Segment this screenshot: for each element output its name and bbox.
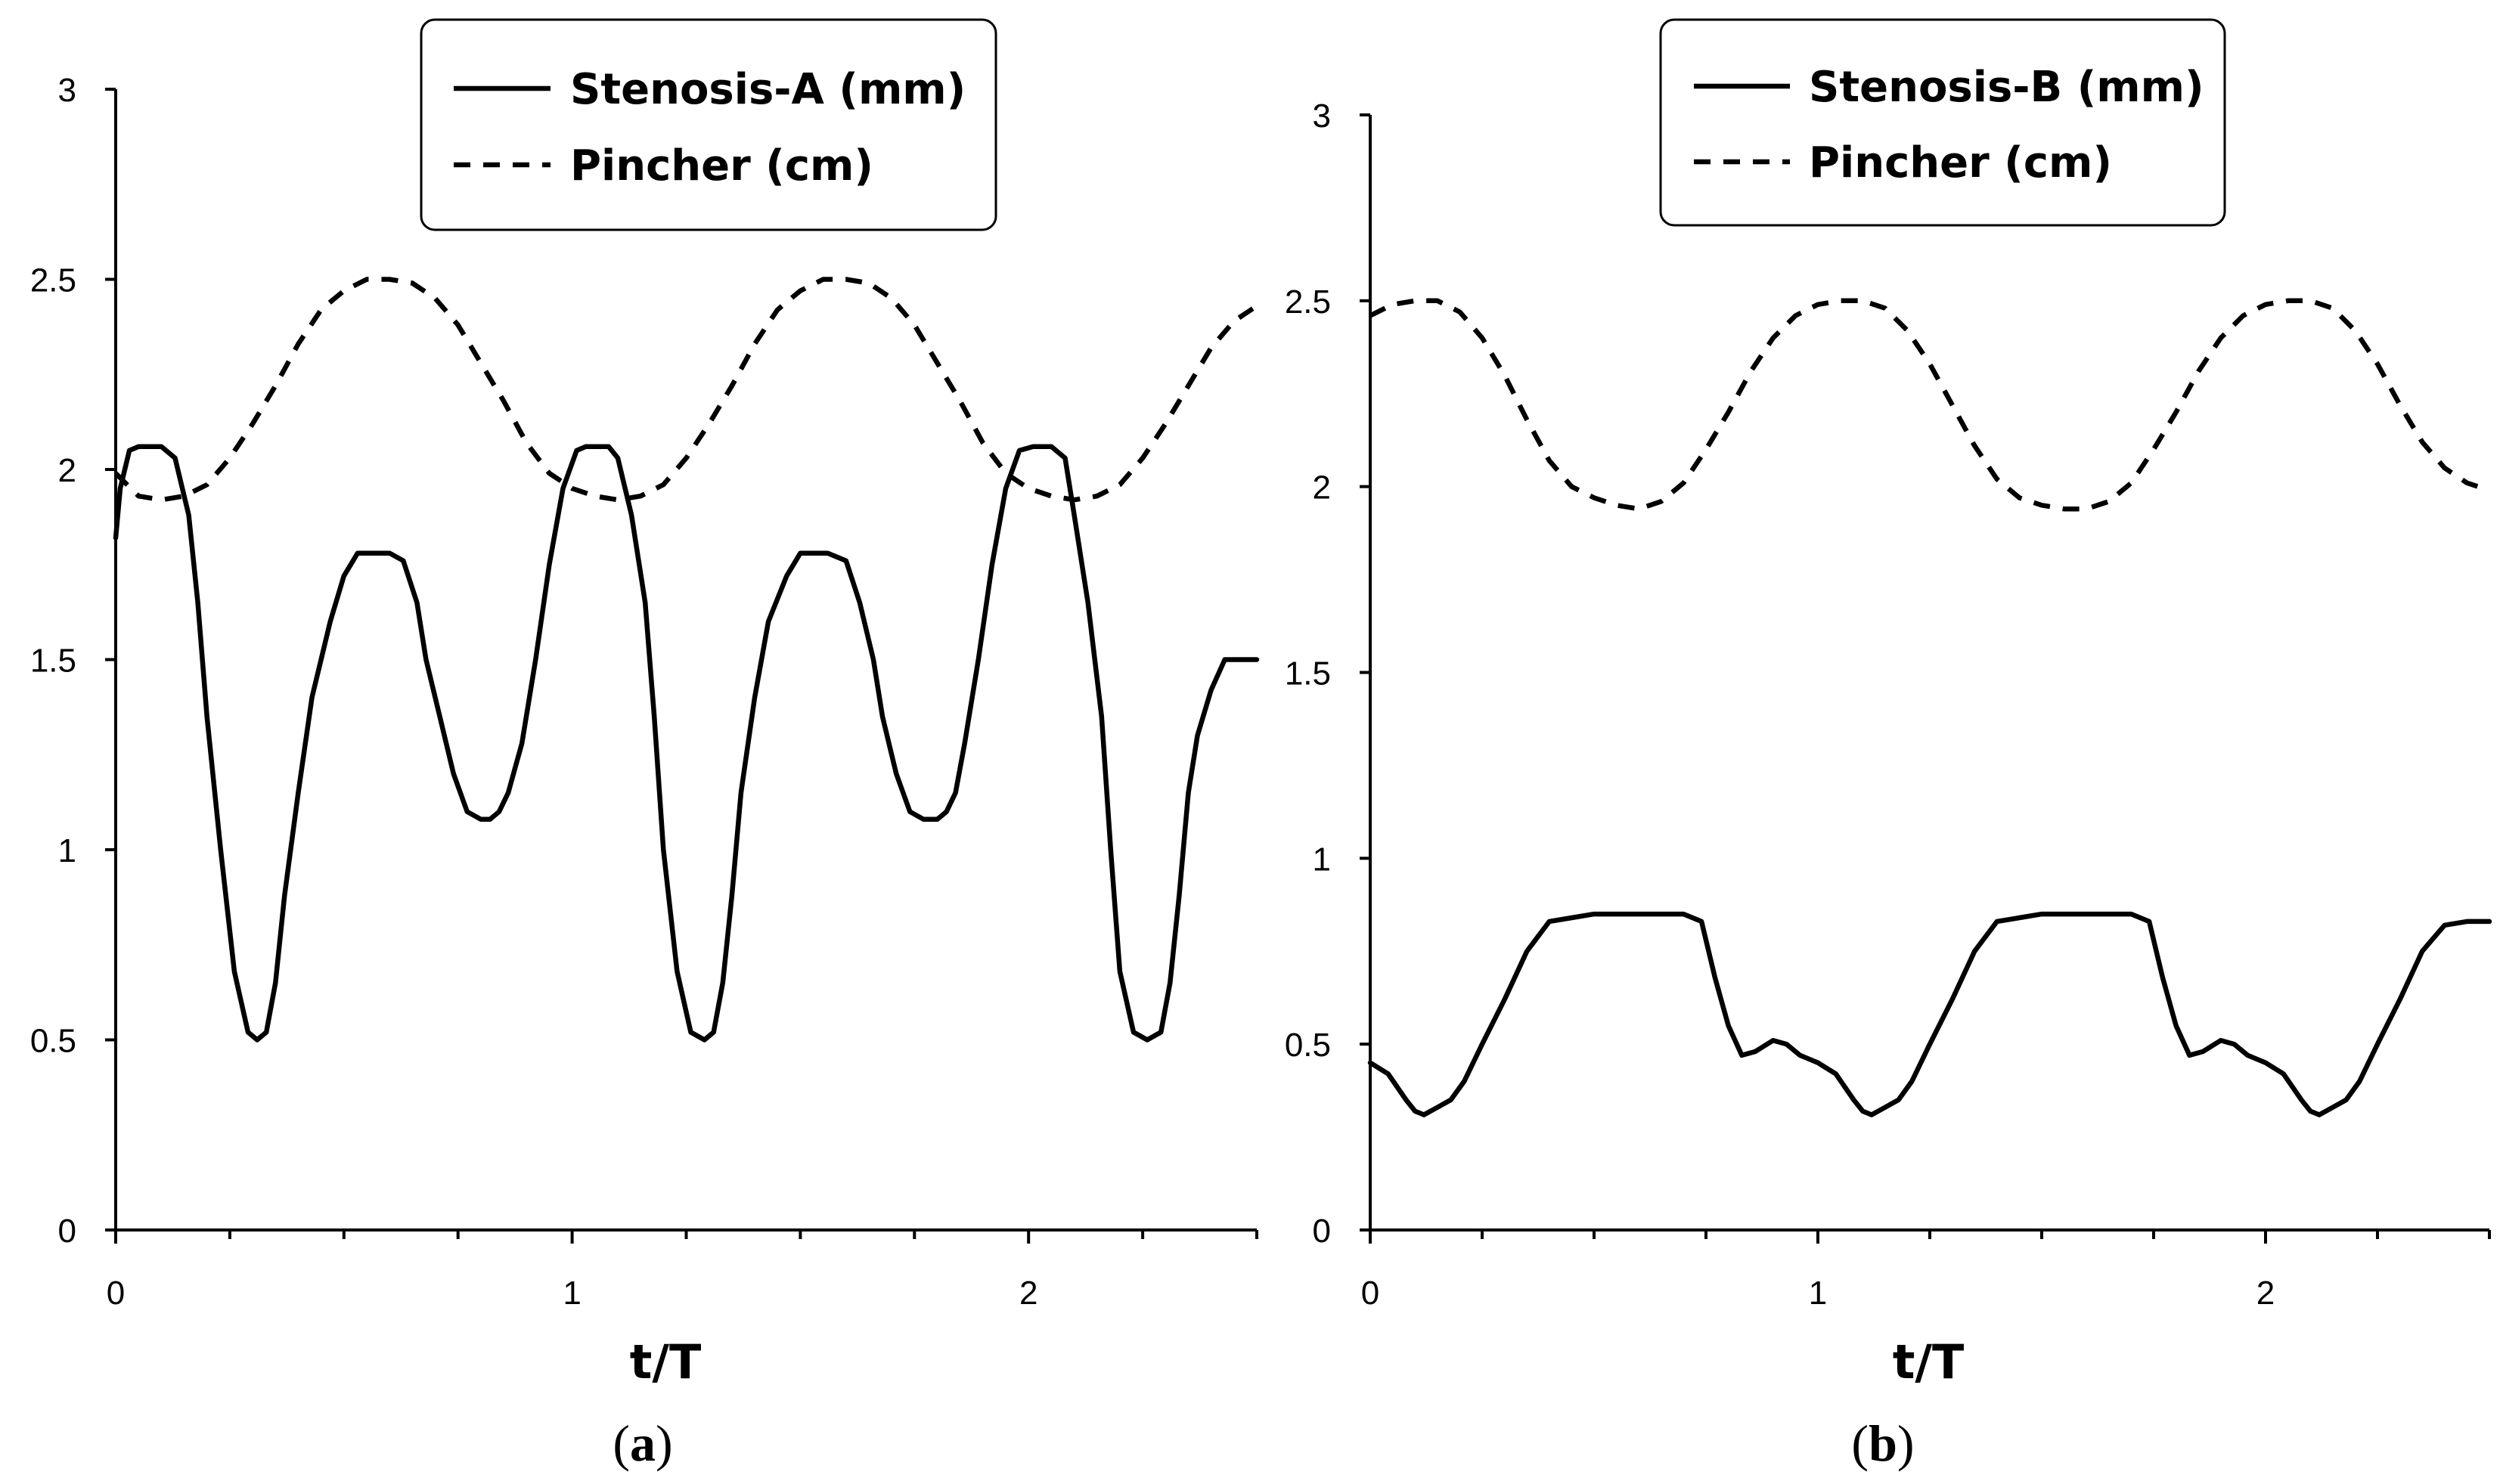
- panel-a-y-tick-label: 2: [58, 452, 76, 489]
- panel-a-legend-box: [420, 18, 997, 231]
- panel-a-y-tick-label: 1.5: [30, 643, 76, 680]
- panel-a-y-tick-label: 2.5: [30, 262, 76, 299]
- panel-a-x-tick-label: 2: [1019, 1275, 1037, 1312]
- panel-a-y-tick-label: 1: [58, 832, 76, 869]
- panel-b-caption-open: (: [1851, 1414, 1869, 1472]
- panel-b-caption: (b): [1851, 1414, 1914, 1472]
- panel-b: 0 0.5 1 1.5 2 2.5 3 0 1 2 Stenosis-B (mm) Pincher…: [1285, 18, 2492, 1472]
- panel-a-caption-letter: a: [630, 1414, 656, 1472]
- panel-a-caption-open: (: [613, 1414, 630, 1472]
- panel-b-series-stenosis-line: [1367, 911, 2492, 1117]
- panel-b-series-layer: [1367, 298, 2492, 1117]
- panel-b-x-tick-label: 0: [1361, 1275, 1379, 1312]
- panel-a-x-tick-label: 0: [107, 1275, 125, 1312]
- panel-b-series-pincher-line: [1369, 298, 2491, 512]
- panel-b-y-tick-label: 0: [1313, 1213, 1331, 1250]
- panel-b-y-tick-label: 1: [1313, 841, 1331, 878]
- panel-a-x-axis-title: t/T: [630, 1334, 702, 1390]
- panel-b-y-tick-label: 0.5: [1285, 1027, 1331, 1064]
- panel-a-y-tick-label: 0.5: [30, 1023, 76, 1060]
- panel-a-x-tick-label: 1: [563, 1275, 581, 1312]
- panel-b-legend-box: [1659, 18, 2226, 227]
- panel-b-caption-letter: b: [1869, 1414, 1897, 1472]
- panel-a-legend: Stenosis-A (mm) Pincher (cm): [420, 18, 997, 231]
- panel-a-legend-label-pincher: Pincher (cm): [570, 141, 873, 191]
- panel-b-x-tick-label: 1: [1809, 1275, 1827, 1312]
- panel-b-y-tick-label: 2: [1313, 469, 1331, 507]
- panel-b-legend: Stenosis-B (mm) Pincher (cm): [1659, 18, 2226, 227]
- panel-a: 0 0.5 1 1.5 2 2.5 3 0 1 2 Stenosis-A (mm) Pincher…: [30, 18, 1260, 1472]
- panel-a-y-tick-label: 0: [58, 1213, 76, 1250]
- panel-b-y-tick-label: 2.5: [1285, 283, 1331, 321]
- panel-a-legend-label-stenosis: Stenosis-A (mm): [570, 65, 966, 114]
- panel-b-y-tick-label: 3: [1313, 98, 1331, 135]
- panel-b-x-axis-title: t/T: [1893, 1334, 1965, 1390]
- panel-a-caption: (a): [613, 1414, 672, 1472]
- panel-a-series-layer: [113, 277, 1260, 1043]
- panel-b-x-tick-label: 2: [2256, 1275, 2275, 1312]
- panel-b-legend-label-stenosis: Stenosis-B (mm): [1809, 63, 2204, 112]
- panel-a-y-tick-label: 3: [58, 72, 76, 109]
- panel-a-series-pincher-line: [113, 277, 1258, 503]
- panel-b-legend-label-pincher: Pincher (cm): [1809, 138, 2112, 187]
- panel-a-series-stenosis-line: [113, 444, 1260, 1043]
- panel-a-caption-close: ): [656, 1414, 673, 1472]
- panel-b-caption-close: ): [1897, 1414, 1915, 1472]
- panel-a-axes: 0 0.5 1 1.5 2 2.5 3 0 1 2: [30, 72, 1258, 1312]
- panel-b-y-tick-label: 1.5: [1285, 655, 1331, 692]
- panel-b-axes: 0 0.5 1 1.5 2 2.5 3 0 1 2: [1285, 98, 2491, 1312]
